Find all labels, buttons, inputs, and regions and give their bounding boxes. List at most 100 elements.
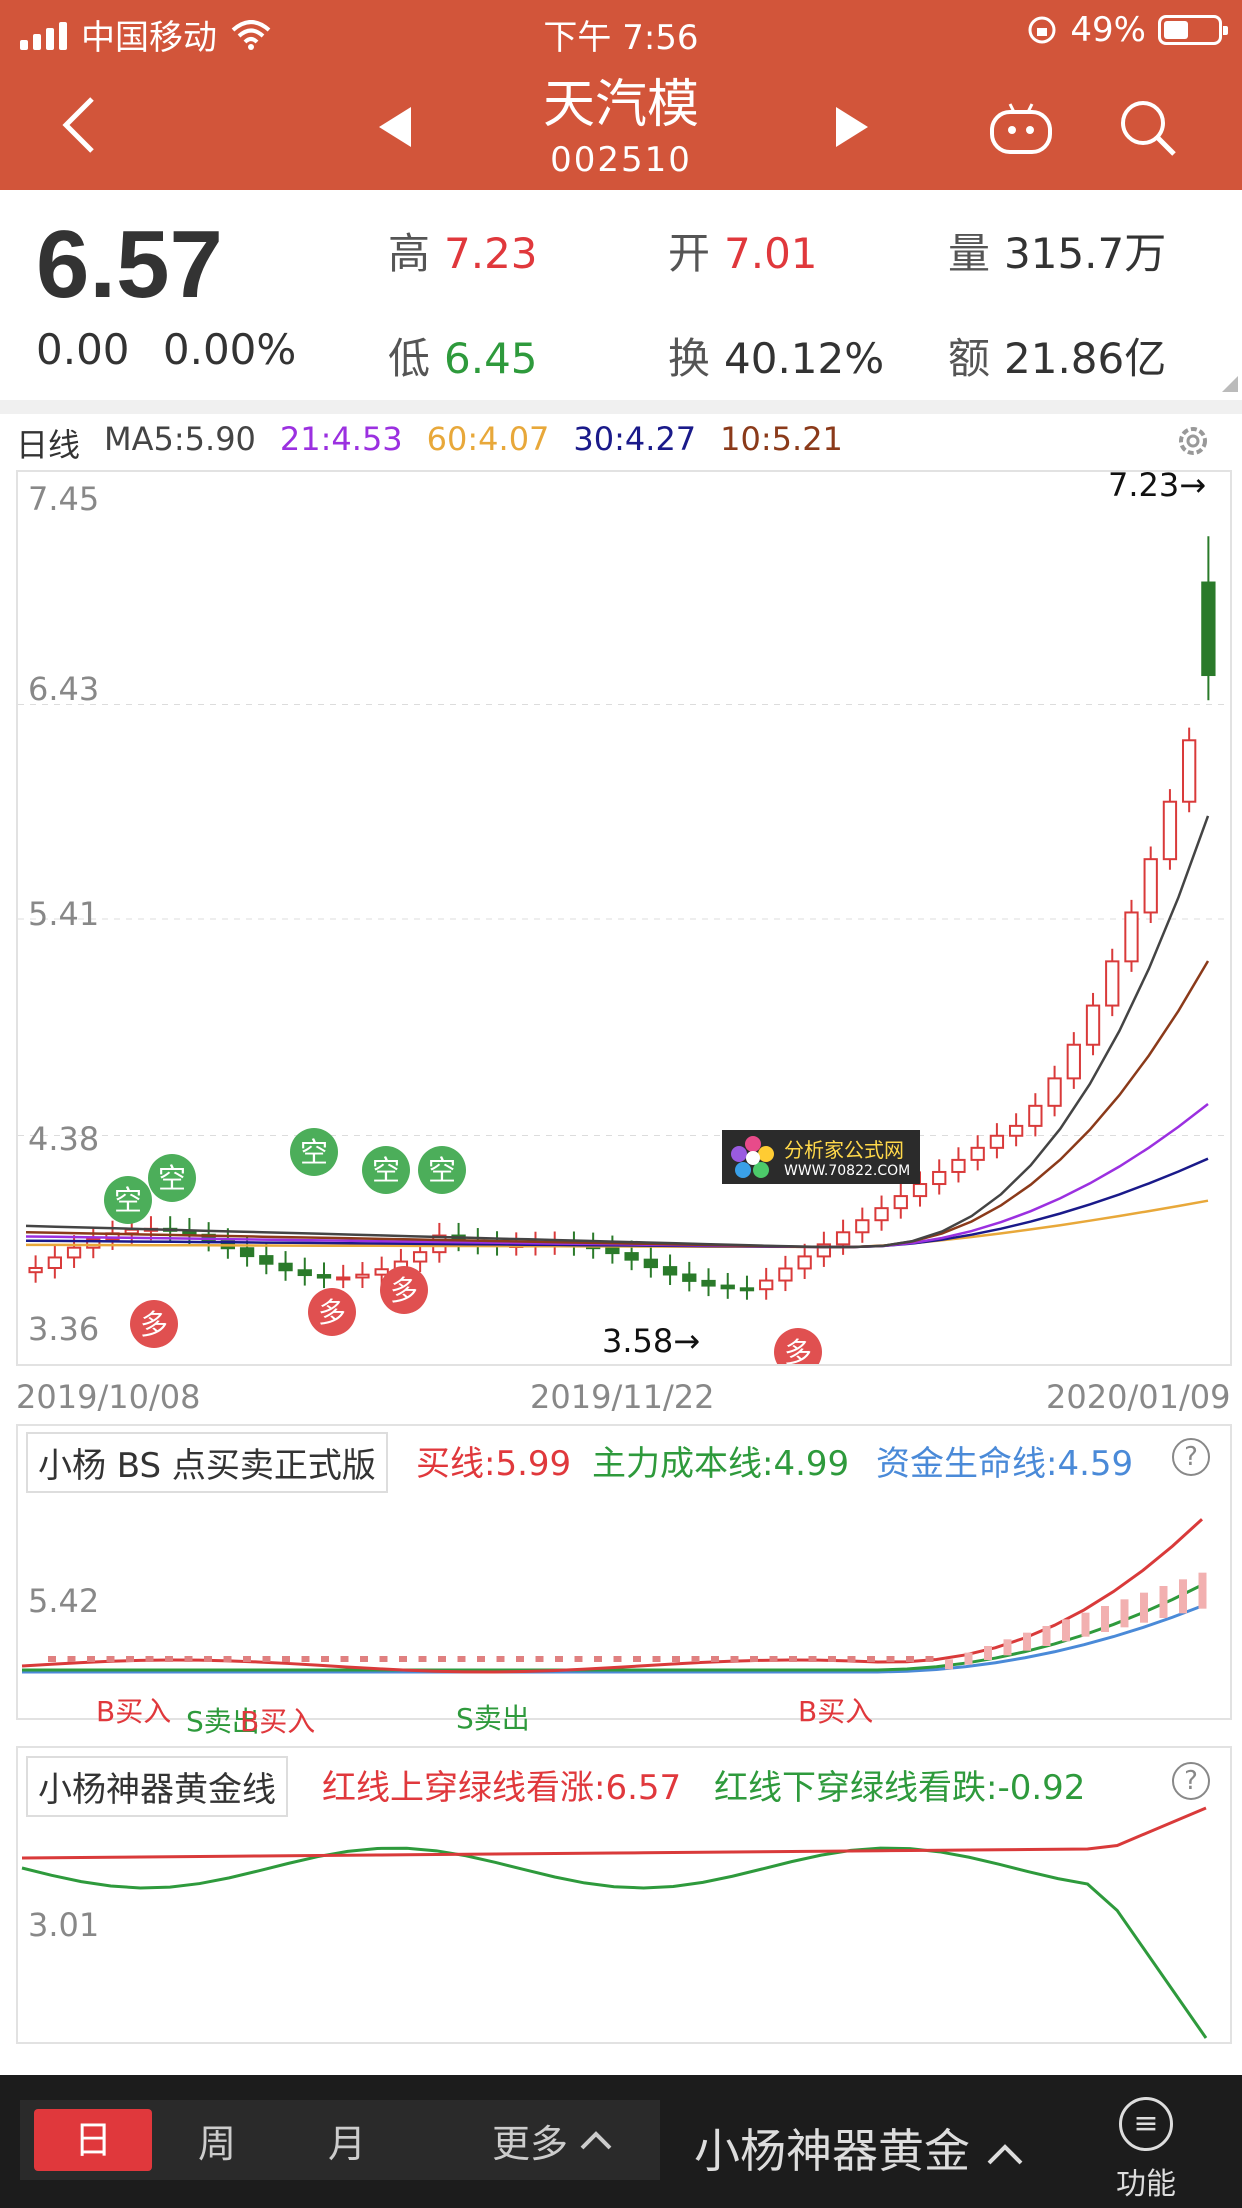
period-label[interactable]: 日线 [16,426,81,464]
kong-signal-text: 空 [300,1136,328,1169]
ind1-bar [652,1656,661,1662]
candle-body [1028,1104,1043,1127]
tab-more[interactable]: 更多 [492,2113,614,2168]
ind1-bar [477,1656,485,1662]
red-line [21,1806,1207,1860]
candle-body [662,1266,678,1276]
turnover-label: 换 [668,334,711,383]
kong-signal-text: 空 [428,1154,456,1187]
y-label-3: 5.41 [28,895,100,933]
function-button[interactable]: ≡ 功能 [1116,2097,1176,2203]
last-price: 6.57 [36,211,223,318]
open-item: 开 7.01 [668,220,818,281]
ind1-bar [535,1656,544,1662]
ind1-bar [808,1656,817,1662]
low-label: 低 [388,334,431,383]
tab-month[interactable]: 月 [327,2121,366,2166]
amount-item: 额 21.86亿 [948,325,1166,386]
ind1-bar [1198,1572,1207,1609]
ind1-bar [711,1656,719,1662]
indicator-selector[interactable]: 小杨神器黄金 [694,2115,1025,2181]
chevron-up-icon [987,2144,1023,2165]
golden-line-svg[interactable] [18,1748,1230,2042]
ind1-bar [867,1656,875,1662]
candle-body [1105,960,1120,1007]
cost-line-value: 主力成本线:4.99 [592,1444,850,1484]
status-bar: 中国移动 下午 7:56 49% [0,0,1242,60]
bottom-bar: 日 周 月 更多 小杨神器黄金 ≡ 功能 [0,2075,1242,2208]
tab-week[interactable]: 周 [197,2121,236,2166]
ind1-bar [262,1656,271,1662]
ind1-bar [1042,1626,1051,1646]
ind1-bar [1081,1612,1090,1637]
bs-indicator-svg[interactable] [18,1426,1230,1718]
high-label: 高 [388,229,431,278]
prev-stock-icon[interactable] [375,105,415,149]
candle-body [1008,1124,1024,1137]
amount-label: 额 [948,334,991,383]
duo-signal-text: 多 [318,1296,346,1329]
kong-signal: 空 [290,1128,338,1176]
back-arrow-icon[interactable] [60,95,100,155]
candle-body [297,1269,312,1277]
candle-body [124,1228,139,1235]
date-mid: 2019/11/22 [530,1378,715,1416]
golden-down-value: 红线下穿绿线看跌:-0.92 [714,1768,1086,1808]
kong-signal: 空 [104,1176,152,1224]
period-tabs: 日 周 月 更多 [20,2100,660,2180]
ind1-bar [223,1656,232,1662]
candle-body [336,1276,351,1281]
candle-body [989,1134,1005,1149]
open-value: 7.01 [724,229,818,278]
ma10-label: 10:5.21 [720,420,843,458]
candle-body [759,1279,774,1291]
golden-line-title[interactable]: 小杨神器黄金线 [26,1756,288,1817]
robot-assistant-icon[interactable] [988,100,1054,156]
help-icon[interactable]: ? [1172,1438,1210,1476]
search-icon[interactable] [1118,98,1178,158]
ind1-bar [399,1656,407,1662]
candle-body [797,1255,812,1270]
status-time: 下午 7:56 [543,18,699,58]
date-end: 2020/01/09 [1046,1378,1231,1416]
ind1-bar [633,1656,641,1662]
wifi-icon [231,19,271,50]
golden-up-value: 红线上穿绿线看涨:6.57 [322,1768,682,1808]
next-stock-icon[interactable] [832,105,872,149]
status-right: 49% [1026,10,1228,50]
ind1-bar [574,1656,583,1662]
duo-signal-circle [308,1288,356,1336]
cost-line [22,1583,1203,1672]
ind1-bar [360,1656,368,1662]
candle-body [278,1262,293,1272]
candle-body [778,1267,793,1282]
ind1-bar [516,1656,524,1662]
ind1-bar [204,1656,212,1662]
turnover-item: 换 40.12% [668,325,884,386]
ind1-bar [184,1656,193,1662]
ind1-bar [106,1656,115,1662]
ind1-bar [67,1656,76,1662]
candle-body [86,1238,101,1249]
expand-corner-icon[interactable] [1222,376,1238,392]
ind1-bar [1179,1579,1187,1614]
candle-body [259,1255,274,1265]
candle-body [66,1246,82,1259]
help-icon[interactable]: ? [1172,1762,1210,1800]
candle-body [932,1170,947,1186]
main-kline-chart[interactable]: 空空空空空多多多多 [16,470,1232,1376]
menu-icon: ≡ [1119,2097,1173,2151]
gear-icon[interactable] [1174,422,1212,460]
y-label-bottom: 3.36 [28,1310,100,1348]
bs-indicator-title[interactable]: 小杨 BS 点买卖正式版 [26,1432,388,1493]
duo-signal-circle [130,1300,178,1348]
price-change: 0.00 0.00% [36,325,316,374]
quote-panel: 6.57 0.00 0.00% 高 7.23 开 7.01 量 315.7万 低 6.4… [0,190,1242,400]
bs-mark: B买入 [798,1695,874,1728]
bs-mark: B买入 [96,1695,172,1728]
ma-legend[interactable]: 日线 MA5:5.90 21:4.53 60:4.07 30:4.27 10:5… [16,420,843,466]
duo-signal-text: 多 [390,1274,418,1307]
ind1-bar [945,1659,953,1670]
tab-day[interactable]: 日 [34,2109,152,2171]
